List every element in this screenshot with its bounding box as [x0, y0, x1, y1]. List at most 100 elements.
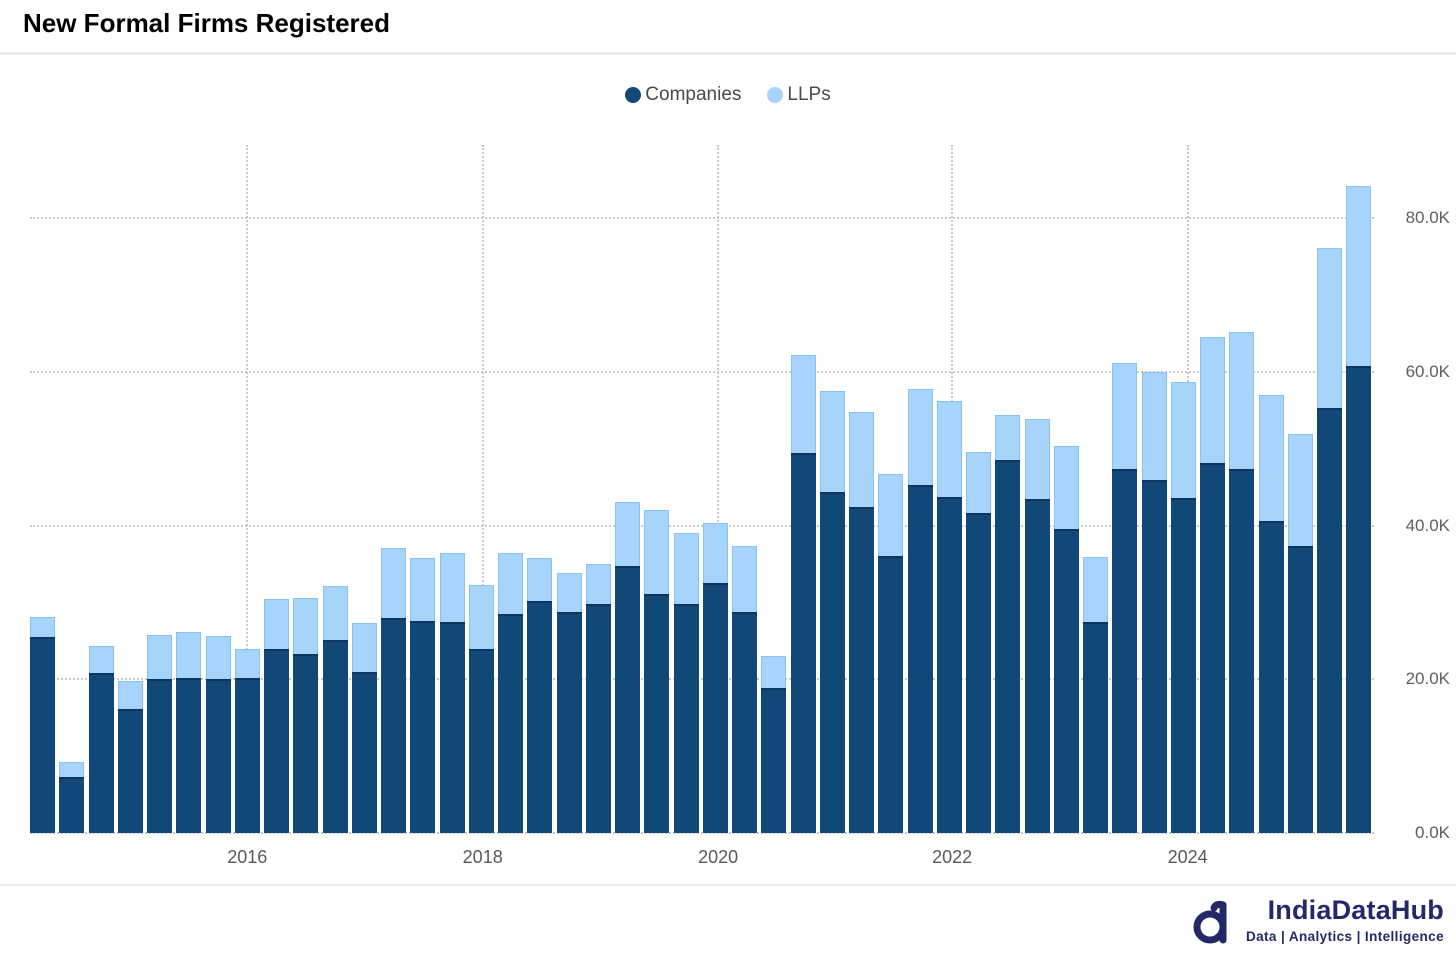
bar-segment-companies[interactable] — [1346, 365, 1372, 833]
bar-segment-llps[interactable] — [147, 634, 172, 680]
bar-2014-Q2[interactable] — [59, 762, 85, 833]
legend-item-llps[interactable]: LLPs — [767, 84, 831, 106]
bar-segment-companies[interactable] — [264, 648, 289, 833]
bar-2020-Q3[interactable] — [790, 355, 816, 833]
bar-segment-companies[interactable] — [761, 687, 787, 833]
bar-segment-llps[interactable] — [468, 584, 494, 649]
bar-segment-llps[interactable] — [205, 635, 231, 680]
bar-segment-llps[interactable] — [1287, 434, 1313, 547]
bar-2025-Q1[interactable] — [1317, 248, 1342, 833]
bar-2016-Q1[interactable] — [264, 598, 289, 833]
bar-segment-llps[interactable] — [1024, 418, 1050, 500]
bar-segment-companies[interactable] — [878, 555, 904, 833]
bar-2016-Q3[interactable] — [322, 585, 348, 833]
bar-segment-companies[interactable] — [439, 621, 465, 833]
bar-segment-llps[interactable] — [819, 391, 845, 492]
bar-segment-companies[interactable] — [1112, 469, 1138, 833]
bar-segment-llps[interactable] — [790, 355, 816, 453]
bar-segment-companies[interactable] — [117, 709, 143, 833]
bar-segment-companies[interactable] — [907, 484, 933, 833]
bar-segment-llps[interactable] — [907, 388, 933, 485]
bar-2015-Q2[interactable] — [176, 632, 202, 833]
bar-2014-Q3[interactable] — [88, 646, 114, 833]
bar-segment-llps[interactable] — [293, 597, 319, 654]
bar-2021-Q4[interactable] — [936, 401, 962, 833]
bar-segment-llps[interactable] — [498, 552, 523, 614]
bar-segment-llps[interactable] — [878, 474, 904, 556]
bar-segment-llps[interactable] — [1170, 381, 1196, 498]
bar-segment-companies[interactable] — [1141, 480, 1167, 833]
bar-segment-llps[interactable] — [381, 547, 406, 618]
bar-segment-llps[interactable] — [644, 510, 670, 594]
bar-2021-Q1[interactable] — [849, 411, 874, 833]
bar-2023-Q3[interactable] — [1141, 371, 1167, 833]
bar-segment-companies[interactable] — [30, 637, 55, 833]
bar-segment-llps[interactable] — [849, 411, 874, 508]
bar-2017-Q2[interactable] — [410, 557, 436, 833]
bar-2020-Q2[interactable] — [761, 656, 787, 833]
bar-segment-companies[interactable] — [1287, 546, 1313, 833]
bar-2015-Q1[interactable] — [147, 634, 172, 833]
bar-segment-llps[interactable] — [1053, 446, 1079, 529]
bar-2024-Q4[interactable] — [1287, 434, 1313, 833]
bar-segment-companies[interactable] — [527, 600, 553, 833]
bar-segment-llps[interactable] — [1258, 395, 1284, 521]
bar-2017-Q3[interactable] — [439, 552, 465, 833]
bar-segment-llps[interactable] — [410, 557, 436, 621]
bar-segment-llps[interactable] — [264, 598, 289, 649]
bar-2024-Q3[interactable] — [1258, 395, 1284, 833]
bar-segment-llps[interactable] — [556, 573, 582, 613]
bar-segment-companies[interactable] — [995, 460, 1021, 833]
bar-segment-companies[interactable] — [1258, 521, 1284, 833]
bar-2018-Q1[interactable] — [498, 552, 523, 833]
bar-segment-llps[interactable] — [936, 401, 962, 498]
bar-segment-llps[interactable] — [1317, 248, 1342, 408]
bar-segment-companies[interactable] — [1229, 469, 1255, 833]
bar-segment-companies[interactable] — [585, 604, 611, 833]
bar-segment-companies[interactable] — [88, 673, 114, 833]
bar-2019-Q2[interactable] — [644, 510, 670, 833]
bar-segment-companies[interactable] — [205, 679, 231, 833]
bar-segment-companies[interactable] — [59, 776, 85, 833]
bar-segment-companies[interactable] — [351, 671, 377, 833]
bar-2022-Q1[interactable] — [966, 451, 991, 833]
bar-segment-companies[interactable] — [644, 593, 670, 833]
bar-segment-companies[interactable] — [1053, 528, 1079, 833]
bar-segment-companies[interactable] — [849, 507, 874, 833]
bar-segment-companies[interactable] — [1200, 463, 1225, 833]
bar-2018-Q4[interactable] — [585, 564, 611, 833]
bar-segment-llps[interactable] — [59, 762, 85, 777]
bar-segment-llps[interactable] — [1112, 363, 1138, 470]
bar-segment-companies[interactable] — [1317, 407, 1342, 833]
bar-2014-Q4[interactable] — [117, 680, 143, 833]
bar-2016-Q2[interactable] — [293, 597, 319, 833]
bar-segment-llps[interactable] — [585, 564, 611, 604]
bar-segment-companies[interactable] — [732, 611, 757, 833]
bar-segment-companies[interactable] — [673, 603, 699, 833]
bar-segment-companies[interactable] — [498, 614, 523, 833]
bar-segment-companies[interactable] — [176, 678, 202, 833]
bar-2017-Q4[interactable] — [468, 584, 494, 833]
bar-2018-Q2[interactable] — [527, 557, 553, 833]
bar-segment-llps[interactable] — [995, 414, 1021, 461]
legend-item-companies[interactable]: Companies — [625, 84, 741, 106]
bar-segment-llps[interactable] — [439, 552, 465, 622]
bar-2020-Q4[interactable] — [819, 391, 845, 833]
bar-segment-companies[interactable] — [702, 583, 728, 833]
bar-segment-llps[interactable] — [88, 646, 114, 674]
bar-segment-companies[interactable] — [936, 497, 962, 833]
bar-segment-companies[interactable] — [819, 491, 845, 833]
bar-2021-Q2[interactable] — [878, 474, 904, 833]
bar-2023-Q1[interactable] — [1083, 557, 1108, 833]
bar-segment-companies[interactable] — [1024, 499, 1050, 833]
bar-segment-companies[interactable] — [615, 566, 640, 833]
bar-segment-llps[interactable] — [761, 656, 787, 688]
bar-segment-llps[interactable] — [1346, 185, 1372, 366]
bar-segment-llps[interactable] — [527, 557, 553, 601]
bar-2022-Q4[interactable] — [1053, 446, 1079, 833]
bar-2021-Q3[interactable] — [907, 388, 933, 833]
bar-segment-companies[interactable] — [1083, 621, 1108, 833]
bar-segment-llps[interactable] — [966, 451, 991, 514]
bar-2015-Q4[interactable] — [234, 648, 260, 833]
bar-segment-companies[interactable] — [410, 620, 436, 833]
